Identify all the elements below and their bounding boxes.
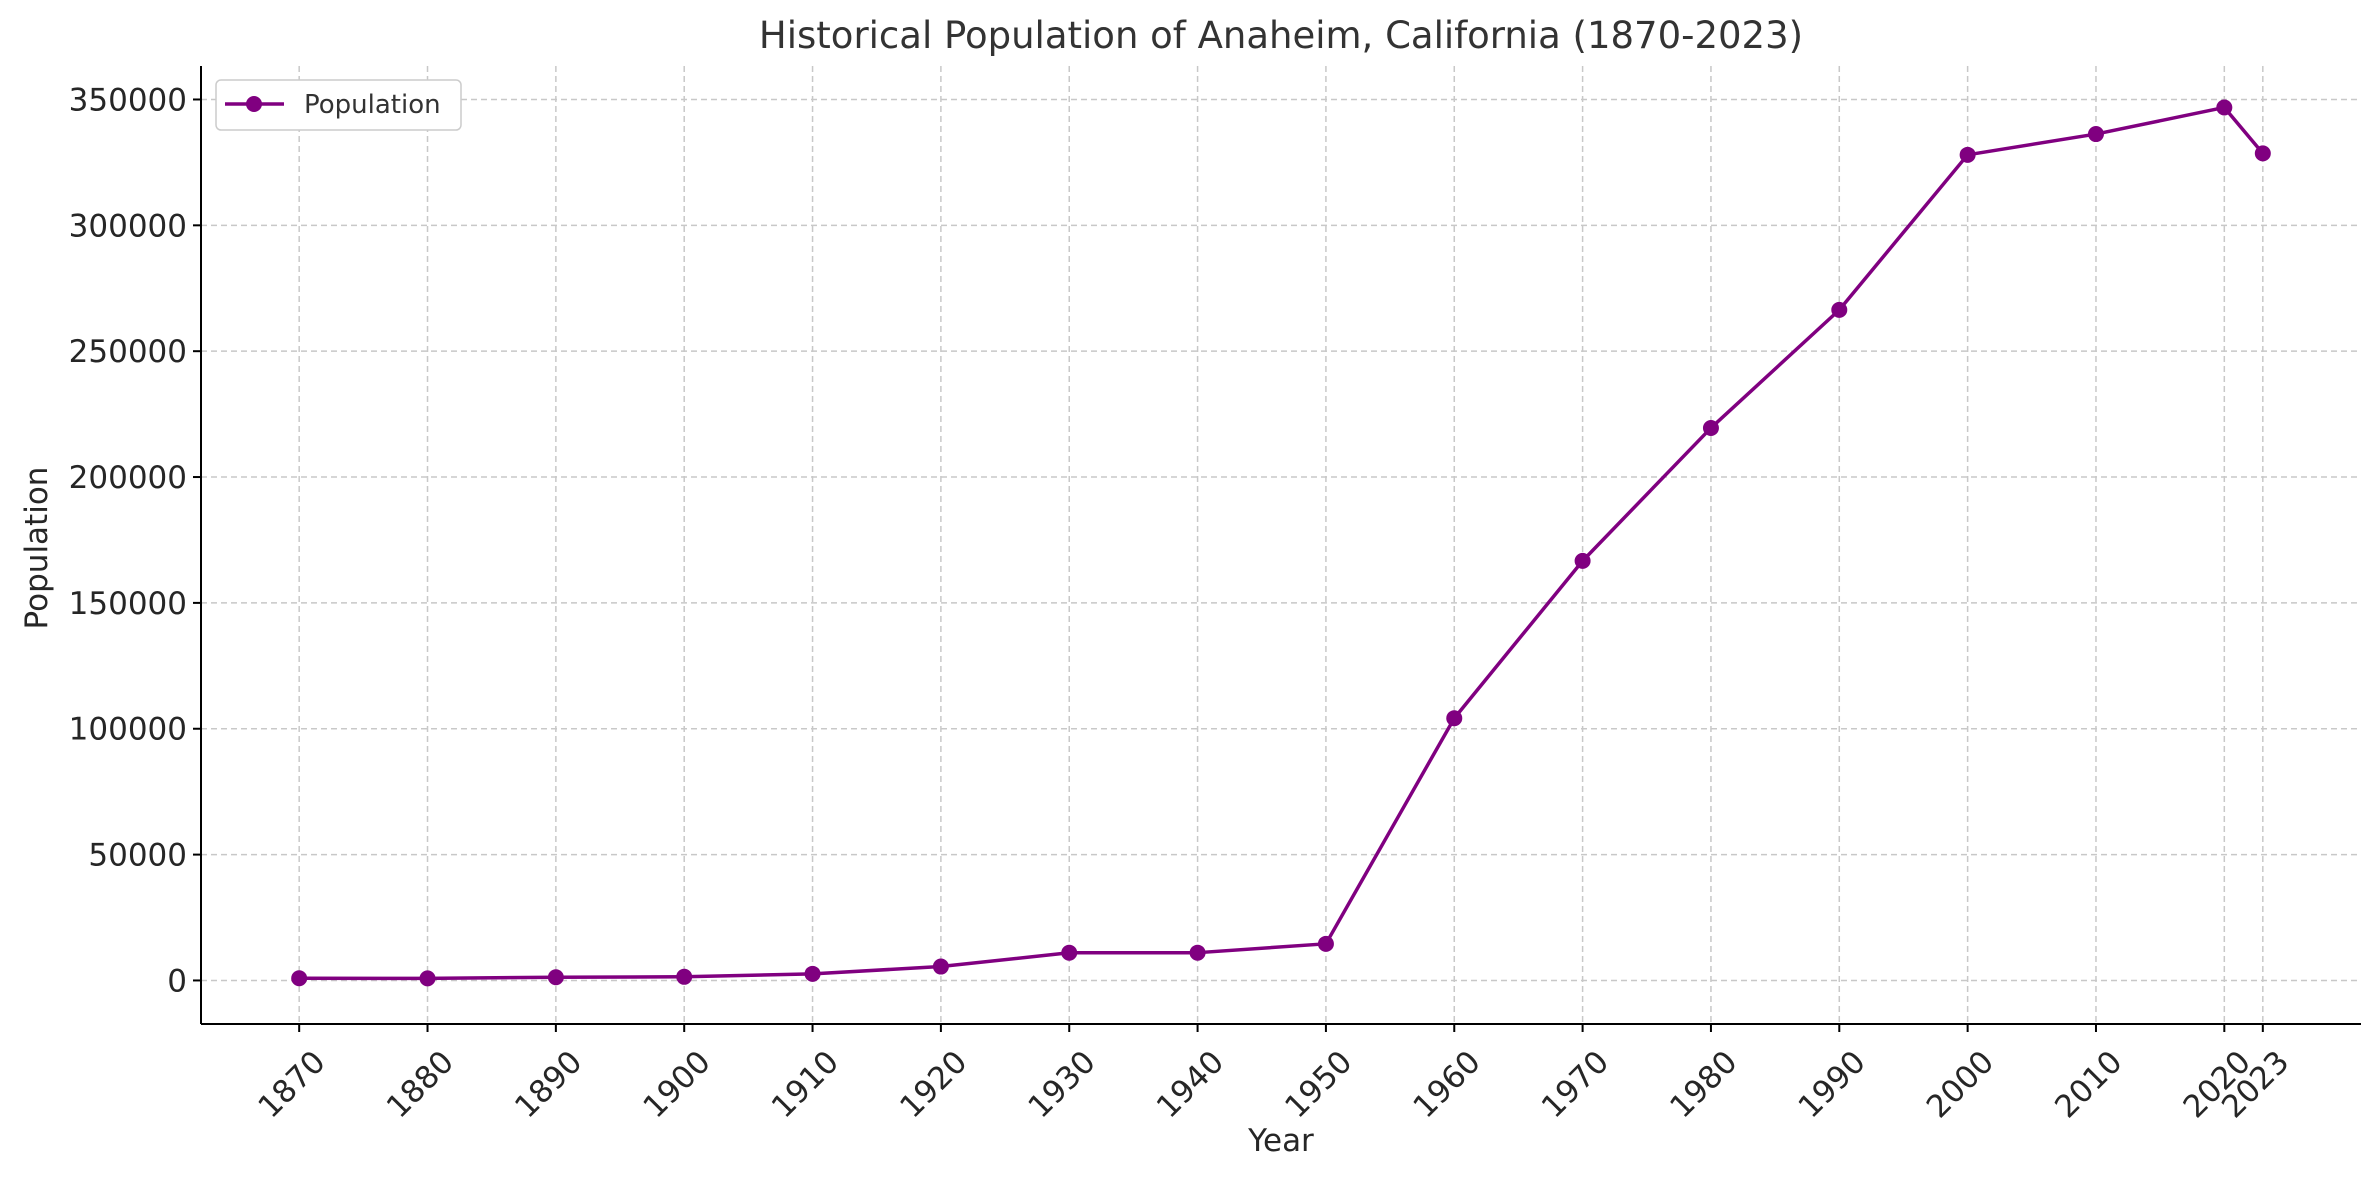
x-tick-label: 1890 bbox=[508, 1044, 589, 1125]
x-tick-label: 2000 bbox=[1920, 1044, 2001, 1125]
x-tick-label: 1950 bbox=[1278, 1044, 1359, 1125]
data-point bbox=[932, 958, 949, 975]
y-tick-label: 100000 bbox=[69, 712, 187, 748]
axes-layer bbox=[200, 66, 2361, 1025]
y-tick-label: 250000 bbox=[69, 334, 187, 370]
data-point bbox=[1061, 944, 1078, 961]
x-tick-label: 1960 bbox=[1407, 1044, 1488, 1125]
chart-title: Historical Population of Anaheim, Califo… bbox=[759, 14, 1803, 57]
data-point bbox=[1317, 935, 1334, 952]
x-tick-label: 1980 bbox=[1663, 1044, 1744, 1125]
x-tick-label: 1910 bbox=[765, 1044, 846, 1125]
legend: Population bbox=[215, 79, 462, 131]
data-point bbox=[2216, 99, 2233, 116]
legend-marker-swatch bbox=[246, 96, 262, 112]
data-point bbox=[2087, 126, 2104, 143]
y-tick-label: 350000 bbox=[69, 82, 187, 118]
x-tick-label: 1940 bbox=[1150, 1044, 1231, 1125]
data-point bbox=[547, 969, 564, 986]
legend-label-population: Population bbox=[304, 90, 441, 120]
x-tick-label: 1870 bbox=[251, 1044, 332, 1125]
y-tick-label: 300000 bbox=[69, 208, 187, 244]
data-point bbox=[1189, 944, 1206, 961]
x-axis-label: Year bbox=[1247, 1123, 1314, 1159]
data-point bbox=[804, 965, 821, 982]
data-point bbox=[419, 970, 436, 987]
x-tick-label: 1900 bbox=[636, 1044, 717, 1125]
ticks-layer: 0 50000 100000 150000 200000 250000 300000 3500… bbox=[69, 82, 2297, 1125]
data-point bbox=[1574, 552, 1591, 569]
y-tick-label: 50000 bbox=[88, 838, 187, 874]
x-tick-label: 1930 bbox=[1021, 1044, 1102, 1125]
y-tick-label: 200000 bbox=[69, 460, 187, 496]
data-point bbox=[2254, 145, 2271, 162]
grid-layer bbox=[201, 66, 2361, 1024]
data-point bbox=[1959, 146, 1976, 163]
series-layer bbox=[291, 99, 2271, 987]
y-tick-label: 0 bbox=[167, 963, 187, 999]
x-tick-label: 1880 bbox=[380, 1044, 461, 1125]
x-tick-label: 1990 bbox=[1792, 1044, 1873, 1125]
x-tick-label: 1920 bbox=[893, 1044, 974, 1125]
legend-box bbox=[215, 79, 462, 131]
data-point bbox=[291, 970, 308, 987]
data-point bbox=[1831, 301, 1848, 318]
y-axis-label: Population bbox=[19, 467, 55, 630]
y-tick-label: 150000 bbox=[69, 586, 187, 622]
data-point bbox=[1446, 710, 1463, 727]
data-point bbox=[676, 968, 693, 985]
x-tick-label: 2010 bbox=[2048, 1044, 2129, 1125]
x-tick-label: 1970 bbox=[1535, 1044, 1616, 1125]
data-point bbox=[1702, 419, 1719, 436]
